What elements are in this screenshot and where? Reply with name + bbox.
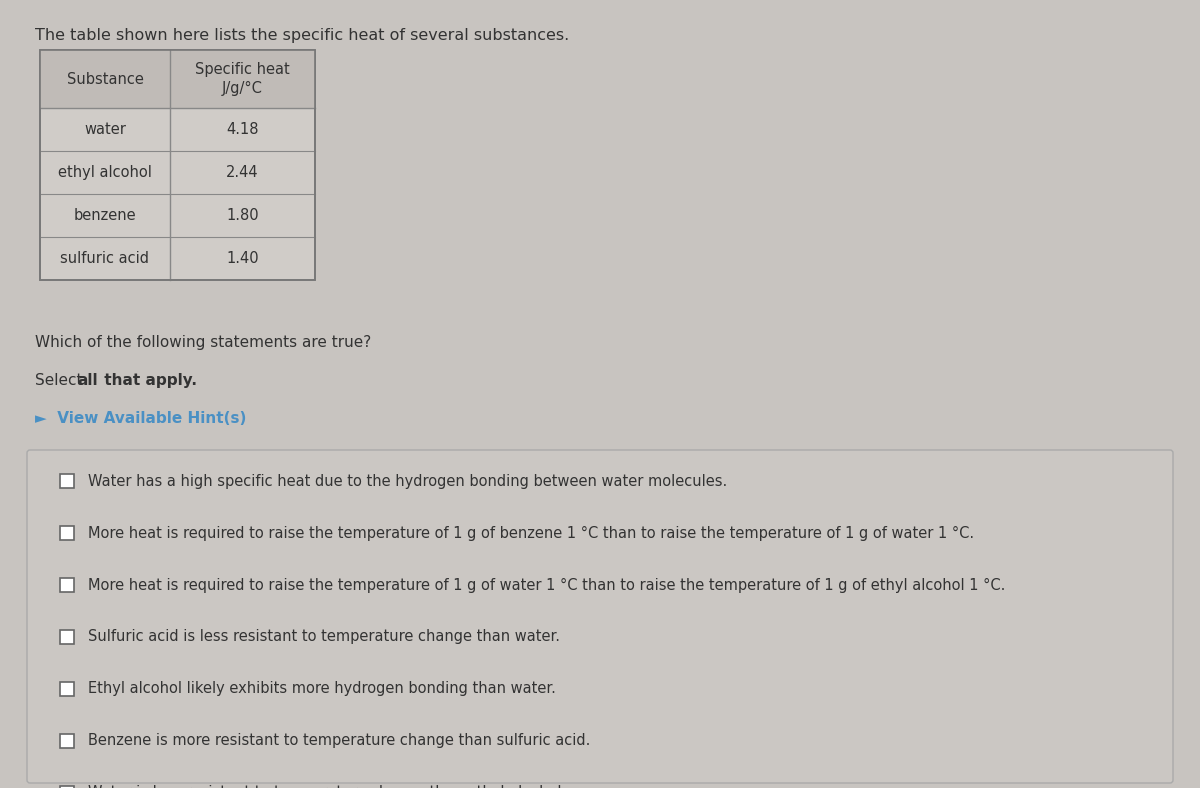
Bar — [60, 578, 74, 592]
Text: Water has a high specific heat due to the hydrogen bonding between water molecul: Water has a high specific heat due to th… — [88, 474, 727, 489]
Text: More heat is required to raise the temperature of 1 g of water 1 °C than to rais: More heat is required to raise the tempe… — [88, 578, 1006, 593]
Text: The table shown here lists the specific heat of several substances.: The table shown here lists the specific … — [35, 28, 569, 43]
Text: Substance: Substance — [66, 72, 144, 87]
Bar — [60, 682, 74, 696]
Text: sulfuric acid: sulfuric acid — [60, 251, 150, 266]
Text: 1.80: 1.80 — [226, 208, 259, 223]
Bar — [60, 474, 74, 488]
Bar — [60, 526, 74, 540]
Bar — [40, 50, 314, 280]
Bar — [40, 50, 314, 280]
Text: ethyl alcohol: ethyl alcohol — [58, 165, 152, 180]
Text: ►  View Available Hint(s): ► View Available Hint(s) — [35, 411, 246, 426]
Text: Select: Select — [35, 373, 88, 388]
Text: 4.18: 4.18 — [227, 122, 259, 137]
Text: 2.44: 2.44 — [226, 165, 259, 180]
Text: Which of the following statements are true?: Which of the following statements are tr… — [35, 335, 371, 350]
Text: all: all — [77, 373, 97, 388]
Bar — [60, 786, 74, 788]
FancyBboxPatch shape — [28, 450, 1174, 783]
Bar — [40, 50, 314, 108]
Text: water: water — [84, 122, 126, 137]
Text: benzene: benzene — [73, 208, 137, 223]
Text: Water is less resistant to temperature change than ethyl alcohol.: Water is less resistant to temperature c… — [88, 786, 566, 788]
Text: Benzene is more resistant to temperature change than sulfuric acid.: Benzene is more resistant to temperature… — [88, 734, 590, 749]
Text: Ethyl alcohol likely exhibits more hydrogen bonding than water.: Ethyl alcohol likely exhibits more hydro… — [88, 682, 556, 697]
Text: that apply.: that apply. — [98, 373, 197, 388]
Bar — [60, 734, 74, 748]
Text: More heat is required to raise the temperature of 1 g of benzene 1 °C than to ra: More heat is required to raise the tempe… — [88, 526, 974, 541]
Text: 1.40: 1.40 — [226, 251, 259, 266]
Bar — [60, 630, 74, 644]
Text: Sulfuric acid is less resistant to temperature change than water.: Sulfuric acid is less resistant to tempe… — [88, 630, 560, 645]
Text: Specific heat
J/g/°C: Specific heat J/g/°C — [196, 61, 290, 96]
